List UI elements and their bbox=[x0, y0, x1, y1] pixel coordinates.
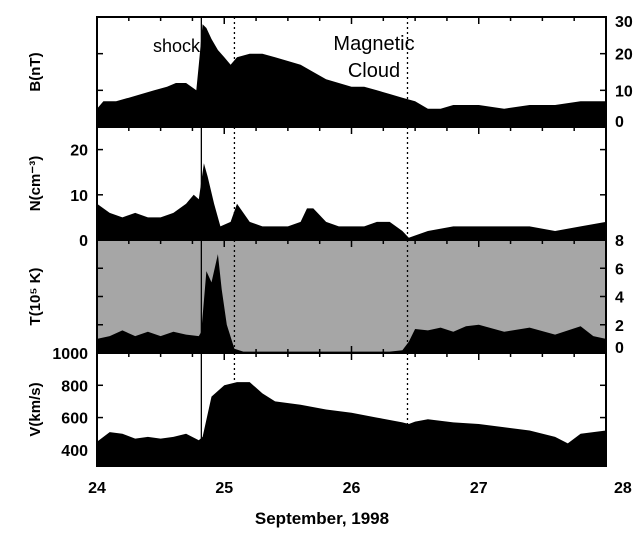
x-tick-label: 28 bbox=[614, 480, 632, 497]
y-tick-label: 20 bbox=[70, 143, 88, 160]
x-tick-label: 27 bbox=[470, 480, 488, 497]
y-tick-label: 800 bbox=[61, 378, 88, 395]
y-tick-label: 10 bbox=[615, 83, 633, 100]
panel-2: 0 10 20 N(cm⁻³) bbox=[27, 126, 607, 250]
x-tick-label: 26 bbox=[343, 480, 361, 497]
y-tick-label: 10 bbox=[70, 188, 88, 205]
y-axis-title: N(cm⁻³) bbox=[27, 156, 44, 211]
magnetic-cloud-annotation-line2: Cloud bbox=[348, 60, 400, 82]
y-tick-label: 400 bbox=[61, 443, 88, 460]
shock-annotation: shock bbox=[153, 36, 201, 56]
magnetic-cloud-annotation-line1: Magnetic bbox=[333, 33, 414, 55]
y-tick-label: 20 bbox=[615, 47, 633, 64]
y-tick-label: 8 bbox=[615, 233, 624, 250]
y-tick-label: 600 bbox=[61, 411, 88, 428]
y-axis-title: V(km/s) bbox=[27, 382, 44, 436]
y-tick-label: 30 bbox=[615, 14, 633, 31]
y-tick-label: 4 bbox=[615, 290, 624, 307]
panels-layer: 0 10 20 30 B(nT) 0 10 20 N(cm⁻³) 0 2 4 6 8 T(10⁵ K) 400… bbox=[27, 14, 633, 467]
y-tick-label: 6 bbox=[615, 261, 624, 278]
x-axis: 24 25 26 27 28 bbox=[88, 17, 632, 497]
y-tick-label: 1000 bbox=[52, 346, 88, 363]
y-tick-label: 0 bbox=[615, 340, 624, 357]
x-axis-title: September, 1998 bbox=[255, 509, 389, 528]
y-tick-label: 2 bbox=[615, 318, 624, 335]
y-tick-label: 0 bbox=[79, 233, 88, 250]
panel-3: 0 2 4 6 8 T(10⁵ K) bbox=[27, 233, 624, 357]
panel-1: 0 10 20 30 B(nT) bbox=[27, 14, 633, 131]
y-axis-title: T(10⁵ K) bbox=[27, 268, 44, 326]
series-area-panel-2 bbox=[97, 163, 606, 240]
y-axis-title: B(nT) bbox=[27, 52, 44, 91]
panel-4: 400 600 800 1000 V(km/s) bbox=[27, 346, 607, 467]
x-tick-label: 25 bbox=[215, 480, 233, 497]
series-area-panel-1 bbox=[97, 24, 606, 127]
x-tick-label: 24 bbox=[88, 480, 106, 497]
y-tick-label: 0 bbox=[615, 114, 624, 131]
series-area-panel-3 bbox=[97, 254, 606, 353]
series-area-panel-4 bbox=[97, 382, 606, 466]
